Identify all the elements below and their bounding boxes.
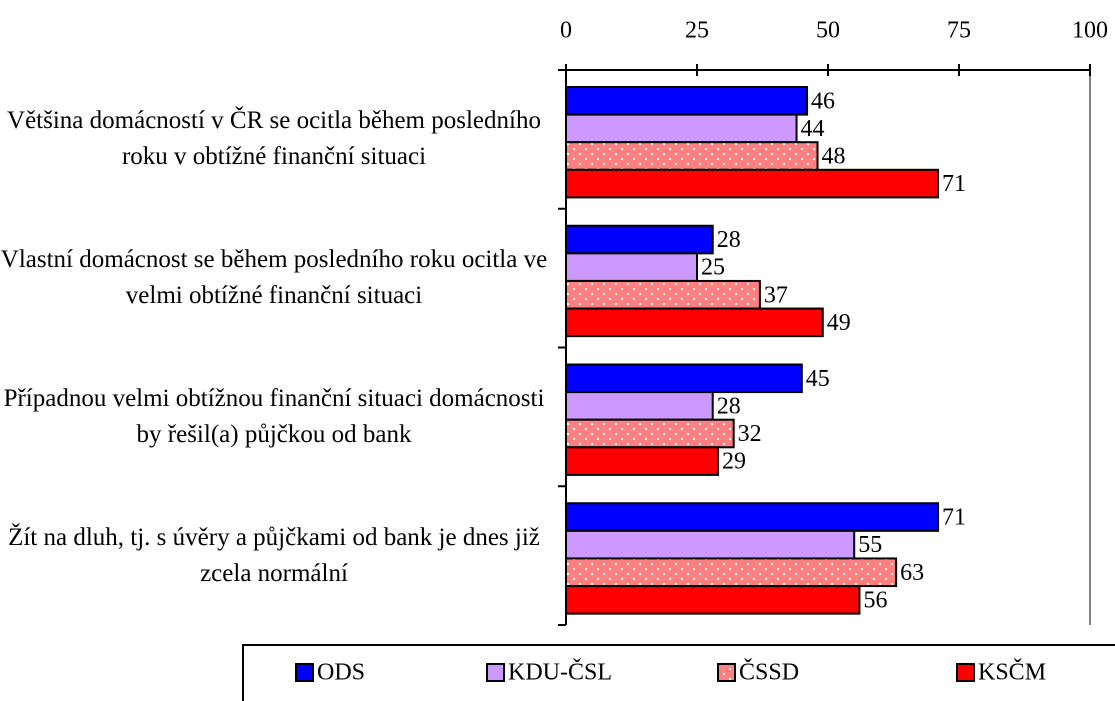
value-label: 46: [811, 88, 835, 114]
category-label: Žít na dluh, tj. s úvěry a půjčkami od b…: [8, 523, 540, 587]
value-label: 49: [827, 310, 851, 336]
legend-label: ODS: [317, 660, 365, 686]
bar: [565, 86, 809, 116]
value-label: 32: [738, 421, 762, 447]
value-label: 63: [900, 560, 924, 586]
x-tick-label: 25: [685, 18, 709, 44]
bar: [565, 307, 824, 338]
value-label: 45: [806, 366, 830, 392]
bar: [565, 113, 798, 144]
legend-label: KSČM: [978, 659, 1046, 686]
value-label: 71: [942, 171, 966, 197]
bar: [565, 585, 861, 615]
x-tick-label: 0: [560, 18, 572, 44]
bar: [565, 279, 761, 310]
legend-box: [242, 644, 1115, 701]
legend-label: KDU-ČSL: [508, 659, 612, 686]
value-label: 44: [801, 116, 825, 142]
value-label: 29: [722, 449, 746, 475]
value-label: 28: [717, 227, 741, 253]
x-tick-label: 75: [947, 18, 971, 44]
value-label: 25: [701, 255, 725, 281]
bar: [565, 557, 898, 588]
category-label: Většina domácností v ČR se ocitla během …: [7, 107, 541, 171]
x-tick-label: 100: [1072, 18, 1108, 44]
x-tick-label: 50: [816, 18, 840, 44]
legend-swatch: [956, 663, 975, 682]
value-label: 28: [717, 393, 741, 419]
legend-swatch: [717, 663, 736, 682]
category-label: Vlastní domácnost se během posledního ro…: [0, 246, 548, 310]
bar: [565, 224, 714, 255]
category-label: Případnou velmi obtížnou finanční situac…: [3, 384, 545, 448]
bar: [565, 391, 714, 421]
legend-swatch: [486, 663, 505, 682]
bar: [565, 418, 735, 449]
value-label: 55: [858, 532, 882, 558]
legend-label: ČSSD: [739, 659, 799, 686]
bar: [565, 141, 819, 171]
value-label: 37: [764, 282, 788, 308]
bar: [565, 502, 940, 532]
bar: [565, 363, 803, 394]
bar: [565, 252, 698, 282]
value-label: 71: [942, 505, 966, 531]
value-label: 48: [822, 144, 846, 170]
bar: [565, 446, 719, 476]
value-label: 56: [863, 587, 887, 613]
bar: [565, 529, 856, 560]
legend-swatch: [295, 663, 314, 682]
bar: [565, 168, 940, 199]
